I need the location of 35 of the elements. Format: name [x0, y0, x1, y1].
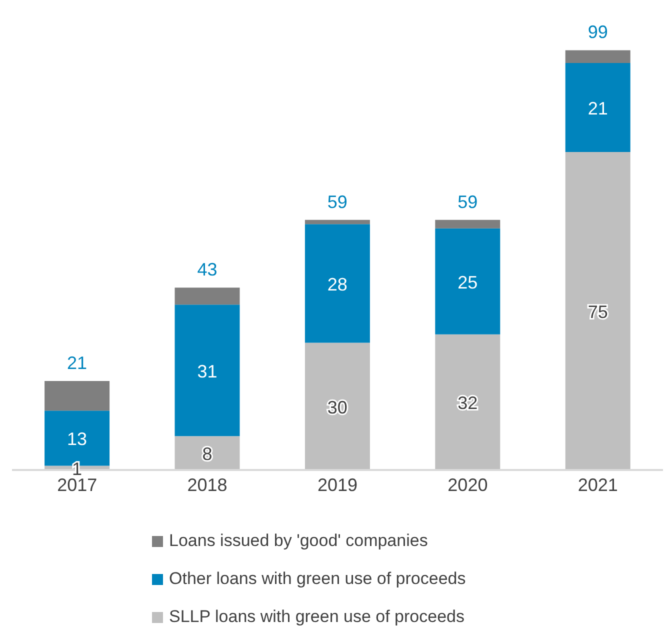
total-label: 99: [588, 22, 608, 42]
x-tick-label: 2021: [578, 474, 618, 495]
x-tick-label: 2020: [448, 474, 488, 495]
data-label: 25: [458, 272, 478, 292]
data-label: 8: [202, 444, 212, 464]
bar: [174, 288, 240, 305]
data-label: 32: [458, 393, 478, 414]
x-tick-label: 2019: [317, 474, 358, 495]
legend-label: Other loans with green use of proceeds: [169, 569, 466, 589]
bar: [435, 334, 500, 470]
data-label: 31: [197, 361, 218, 382]
bar: [565, 152, 630, 470]
bar: [435, 228, 500, 334]
bar: [174, 436, 240, 470]
x-tick-label: 2017: [57, 474, 98, 495]
bar: [565, 50, 630, 63]
data-label: 21: [588, 98, 608, 118]
total-label: 59: [327, 192, 348, 212]
x-tick-label: 2018: [187, 474, 228, 495]
total-label: 21: [67, 352, 88, 373]
bar: [174, 304, 240, 436]
bar: [304, 220, 370, 224]
bar: [304, 224, 370, 343]
data-label: 13: [67, 429, 88, 450]
bar: [565, 62, 630, 152]
legend-label: SLLP loans with green use of proceeds: [169, 607, 464, 627]
legend-label: Loans issued by 'good' companies: [169, 531, 428, 551]
data-label: 30: [327, 397, 348, 418]
data-label: 75: [588, 302, 608, 322]
total-label: 59: [458, 192, 478, 212]
bar: [435, 220, 500, 228]
total-label: 43: [197, 260, 218, 280]
bar: [304, 342, 370, 470]
data-label: 28: [327, 274, 348, 294]
bar: [44, 380, 110, 411]
